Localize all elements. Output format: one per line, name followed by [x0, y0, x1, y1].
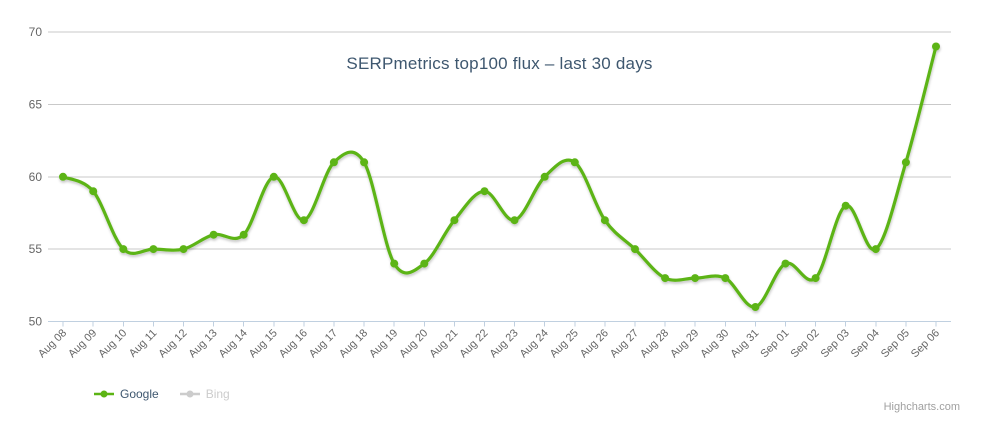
data-point-marker[interactable]: [480, 187, 489, 196]
legend-label-bing: Bing: [205, 387, 230, 401]
data-point-marker[interactable]: [360, 158, 369, 167]
data-point-marker[interactable]: [510, 216, 519, 225]
data-point-marker[interactable]: [661, 274, 670, 283]
data-point-marker[interactable]: [901, 158, 910, 167]
data-point-marker[interactable]: [89, 187, 98, 196]
y-axis-label: 55: [29, 242, 43, 256]
x-axis-label: Aug 23: [488, 327, 521, 360]
x-axis-label: Aug 08: [36, 327, 69, 360]
x-axis-label: Aug 14: [217, 327, 250, 360]
data-point-marker[interactable]: [841, 201, 850, 210]
google-series-symbol: [94, 390, 114, 398]
data-point-marker[interactable]: [299, 216, 308, 225]
x-axis-label: Aug 12: [156, 327, 189, 360]
x-axis-label: Aug 19: [367, 327, 400, 360]
highcharts-credit[interactable]: Highcharts.com: [883, 401, 960, 413]
x-axis-label: Aug 10: [96, 327, 129, 360]
y-axis-label: 50: [29, 315, 43, 329]
bing-series-symbol: [179, 390, 200, 398]
x-axis-label: Aug 21: [427, 327, 460, 360]
data-point-marker[interactable]: [149, 245, 158, 254]
data-point-marker[interactable]: [781, 259, 790, 268]
data-point-marker[interactable]: [59, 172, 67, 181]
data-point-marker[interactable]: [631, 245, 639, 254]
x-axis-label: Sep 06: [909, 327, 942, 360]
x-axis-label: Sep 05: [879, 327, 912, 360]
data-point-marker[interactable]: [540, 172, 549, 181]
series-google: [59, 42, 940, 311]
y-axis-label: 65: [29, 97, 43, 111]
x-axis-label: Aug 13: [187, 327, 220, 360]
chart-title: SERPmetrics top100 flux – last 30 days: [346, 54, 653, 73]
x-axis-label: Sep 01: [758, 327, 791, 360]
data-point-marker[interactable]: [239, 230, 248, 239]
data-point-marker[interactable]: [179, 245, 188, 254]
data-point-marker[interactable]: [450, 216, 459, 225]
x-axis-label: Aug 18: [337, 327, 370, 360]
data-point-marker[interactable]: [721, 274, 730, 283]
x-axis-label: Aug 31: [728, 327, 761, 360]
data-point-marker[interactable]: [420, 259, 429, 268]
x-axis-label: Aug 29: [668, 327, 701, 360]
legend-label-google: Google: [120, 387, 159, 401]
y-axis-label: 60: [29, 170, 43, 184]
x-axis-label: Aug 24: [518, 327, 551, 360]
x-axis-label: Sep 03: [819, 327, 852, 360]
x-axis-label: Sep 02: [789, 327, 822, 360]
data-point-marker[interactable]: [269, 172, 278, 181]
x-axis-label: Aug 11: [127, 327, 160, 360]
data-point-marker[interactable]: [329, 158, 338, 167]
x-axis-label: Sep 04: [849, 327, 882, 360]
data-point-marker[interactable]: [691, 274, 700, 283]
y-axis-label: 70: [29, 25, 43, 39]
legend: Google Bing: [93, 387, 230, 401]
data-point-marker[interactable]: [119, 245, 128, 254]
data-point-marker[interactable]: [390, 259, 399, 268]
legend-item-google[interactable]: Google: [93, 387, 159, 401]
legend-item-bing[interactable]: Bing: [179, 387, 230, 401]
x-axis-label: Aug 25: [548, 327, 581, 360]
x-axis-label: Aug 27: [608, 327, 641, 360]
data-point-marker[interactable]: [871, 245, 880, 254]
x-axis-label: Aug 22: [457, 327, 490, 360]
x-axis-label: Aug 30: [698, 327, 731, 360]
data-point-marker[interactable]: [209, 230, 218, 239]
x-axis-label: Aug 17: [307, 327, 340, 360]
x-axis-label: Aug 16: [277, 327, 310, 360]
data-point-marker[interactable]: [570, 158, 579, 167]
data-point-marker[interactable]: [811, 274, 820, 283]
x-axis-label: Aug 15: [247, 327, 280, 360]
x-axis-label: Aug 09: [66, 327, 99, 360]
x-axis-label: Aug 20: [397, 327, 430, 360]
data-point-marker[interactable]: [751, 303, 760, 311]
x-axis-label: Aug 28: [638, 327, 671, 360]
x-axis-label: Aug 26: [578, 327, 611, 360]
data-point-marker[interactable]: [600, 216, 609, 225]
data-point-marker[interactable]: [932, 42, 940, 51]
